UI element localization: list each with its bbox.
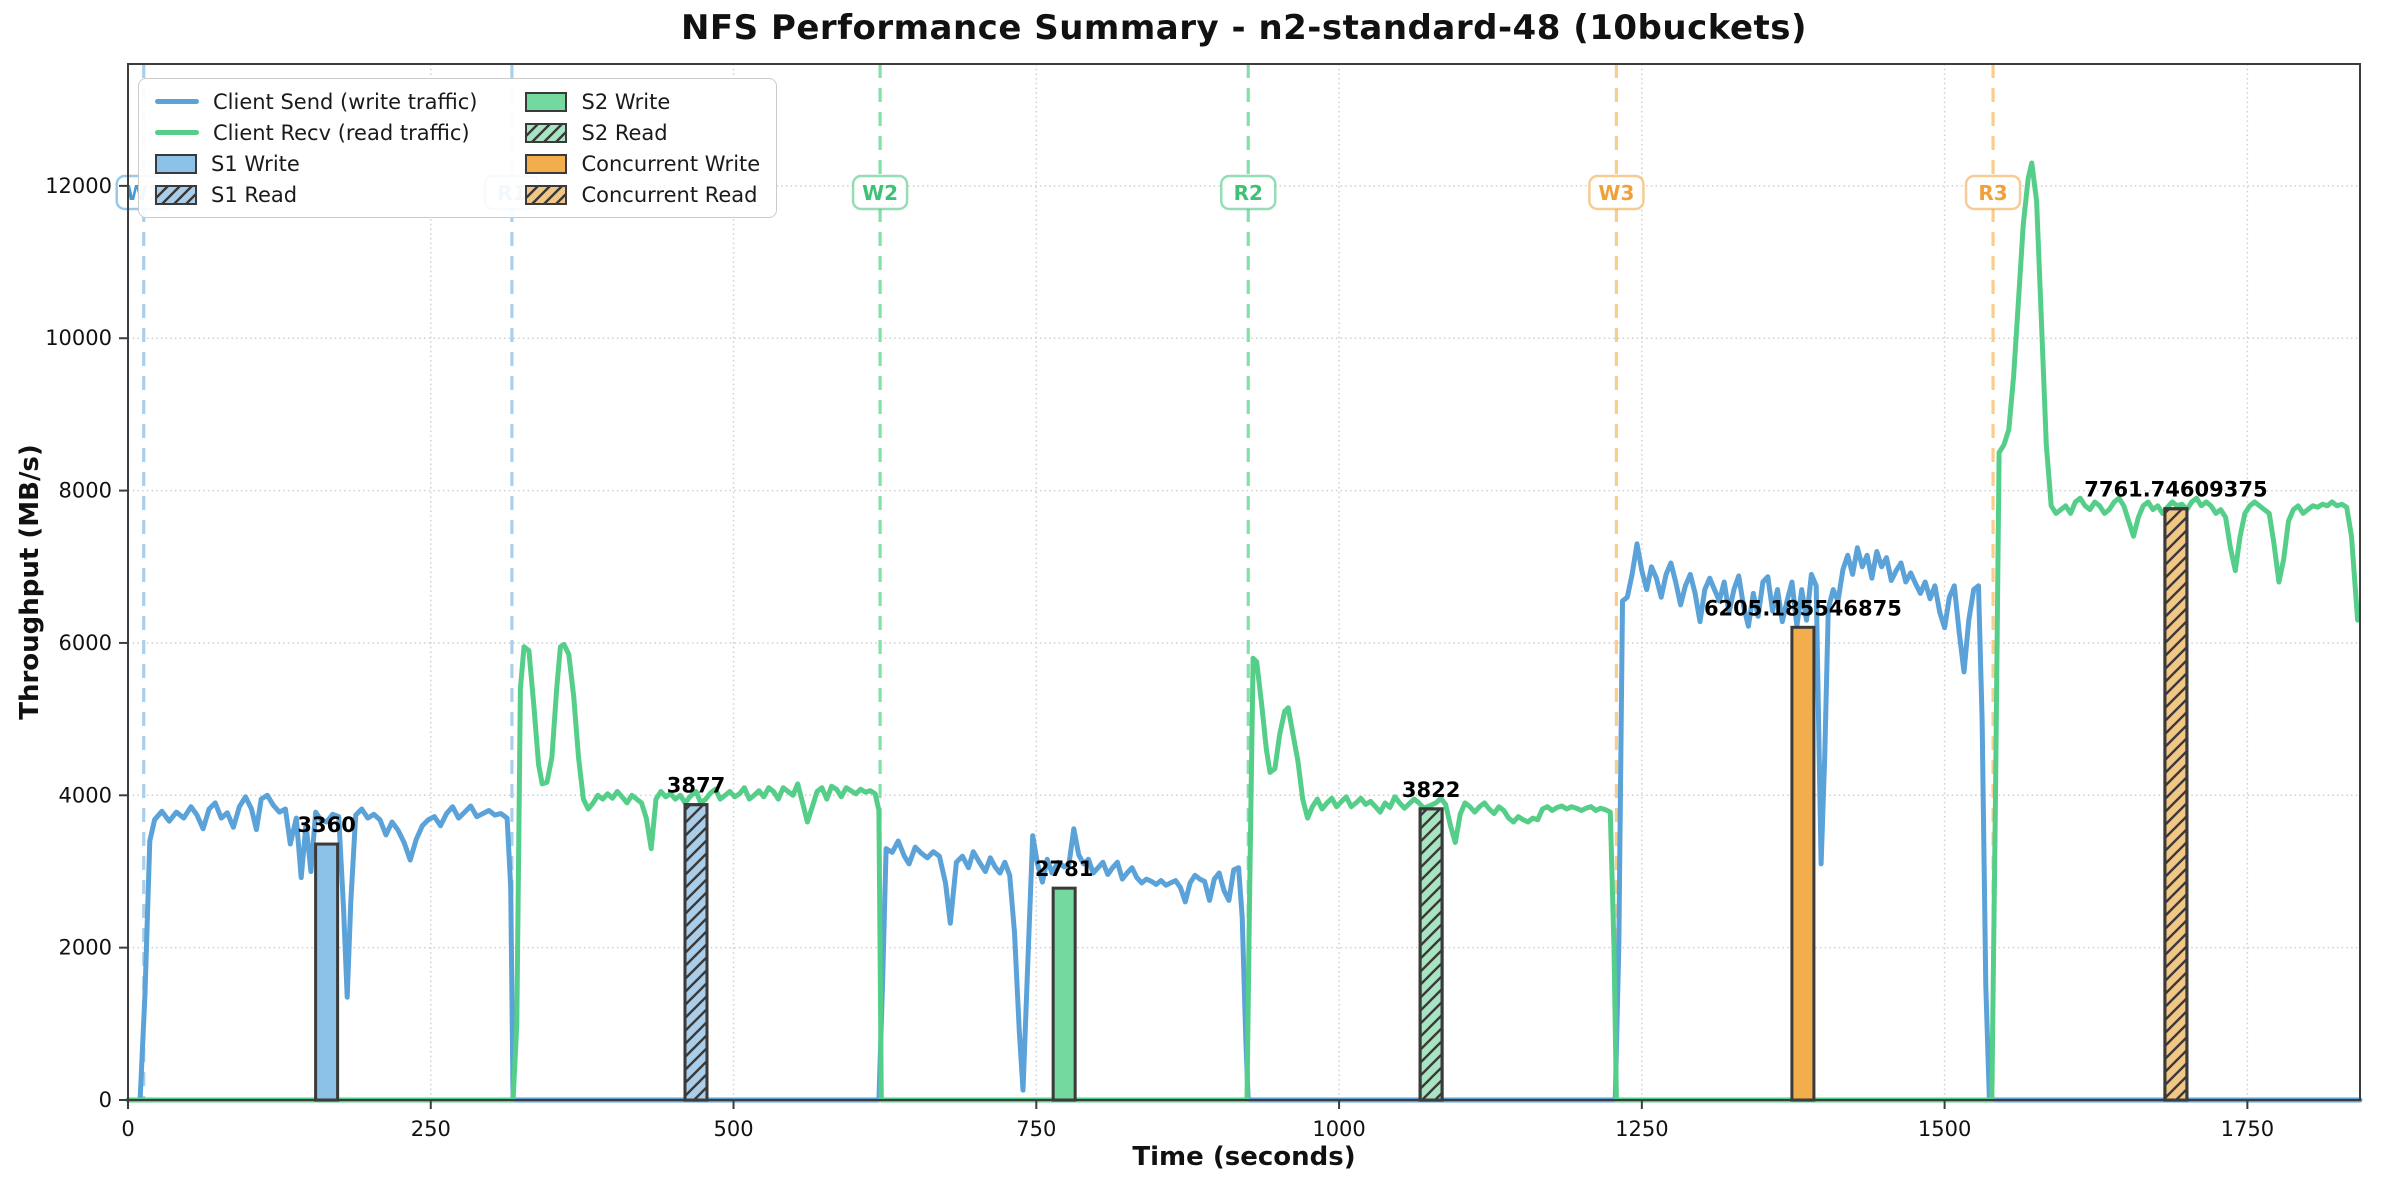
phase-label-w3: W3 [1598,181,1634,205]
bar-concurrent-write [1790,625,1816,1102]
legend-item-s2-read: S2 Read [525,118,760,147]
phase-label-r2-box [1219,174,1277,211]
series-client-send [125,541,2363,1103]
legend-item-client-send-write-traffic: Client Send (write traffic) [155,87,477,116]
legend: Client Send (write traffic) Client Recv (… [138,78,778,218]
bar-s2-read-value-label: 3822 [1402,778,1460,802]
legend-item-s1-write: S1 Write [155,149,477,178]
bar-s1-write [314,842,340,1102]
legend-label: Concurrent Read [581,182,758,207]
bar-s1-read-value-label: 3877 [667,774,725,798]
legend-label: S2 Read [581,120,668,145]
legend-swatch [155,153,197,174]
bar-concurrent-read-hatch [2163,507,2189,1102]
y-tick-label: 0 [99,1088,112,1112]
legend-swatch [155,184,197,205]
legend-item-client-recv-read-traffic: Client Recv (read traffic) [155,118,477,147]
bar-s1-write-value-label: 3360 [297,813,355,837]
legend-swatch [525,122,568,143]
phase-label-w2: W2 [862,181,898,205]
x-tick-label: 1000 [1312,1117,1365,1141]
legend-label: Client Recv (read traffic) [213,120,470,145]
legend-item-concurrent-read: Concurrent Read [525,180,760,209]
y-tick-label: 12000 [45,174,112,198]
x-tick-label: 500 [713,1117,753,1141]
phase-label-r2: R2 [1234,181,1263,205]
legend-label: S2 Write [581,89,671,114]
legend-item-s1-read: S1 Read [155,180,477,209]
bar-s2-write [1051,886,1077,1102]
y-tick-label: 2000 [59,936,112,960]
legend-swatch [525,91,568,112]
legend-swatch [155,99,199,104]
y-tick-label: 10000 [45,326,112,350]
bar-concurrent-write-value-label: 6205.185546875 [1704,596,1902,620]
phase-label-r3: R3 [1978,181,2007,205]
legend-label: Concurrent Write [581,151,761,176]
legend-item-s2-write: S2 Write [525,87,760,116]
chart-title: NFS Performance Summary - n2-standard-48… [680,8,1808,48]
legend-swatch [525,184,568,205]
legend-swatch [155,130,199,135]
bar-concurrent-read-value-label: 7761.74609375 [2084,478,2267,502]
y-tick-label: 6000 [59,631,112,655]
plot-border [127,63,2361,1101]
x-axis-label: Time (seconds) [1132,1142,1356,1172]
phase-label-w3-box [1588,174,1645,211]
x-tick-label: 1500 [1918,1117,1971,1141]
grid [128,64,2360,1100]
legend-label: Client Send (write traffic) [213,89,478,114]
legend-label: S1 Read [211,182,298,207]
x-tick-label: 750 [1016,1117,1056,1141]
bar-s1-read-hatch [683,803,709,1102]
legend-label: S1 Write [211,151,300,176]
bar-s2-read-hatch [1418,807,1444,1102]
bar-s2-write-value-label: 2781 [1035,857,1093,881]
legend-item-concurrent-write: Concurrent Write [525,149,760,178]
x-tick-label: 1750 [2221,1117,2274,1141]
x-tick-label: 1250 [1615,1117,1668,1141]
x-tick-label: 250 [411,1117,451,1141]
x-tick-label: 0 [121,1117,134,1141]
phase-label-r3-box [1964,174,2022,211]
legend-swatch [525,153,568,174]
y-tick-label: 8000 [59,479,112,503]
y-axis-label: Throughput (MB/s) [15,444,45,720]
phase-label-w2-box [851,174,909,211]
y-tick-label: 4000 [59,783,112,807]
